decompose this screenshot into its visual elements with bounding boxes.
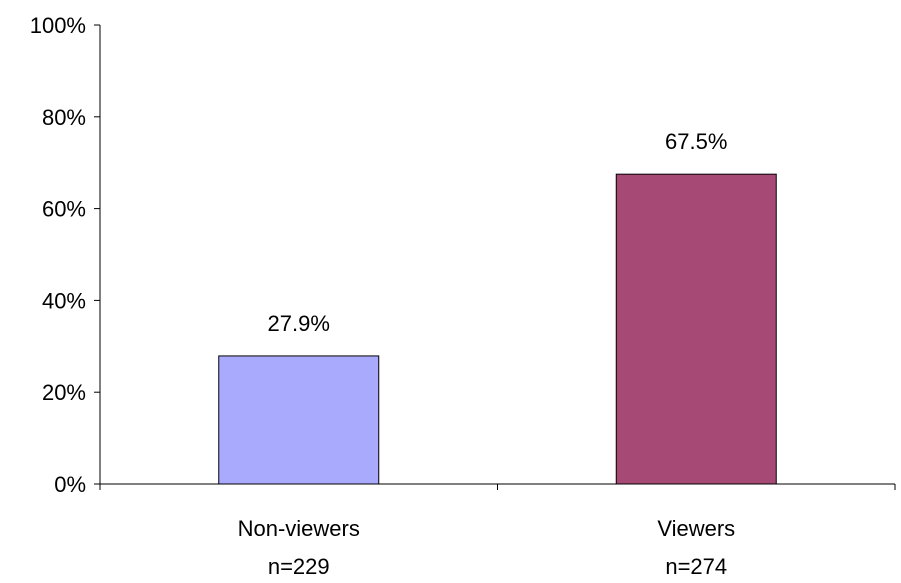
x-tick-sublabel: n=274: [665, 554, 727, 579]
data-label: 27.9%: [268, 311, 330, 336]
category-labels: Non-viewers n=229 Viewers n=274: [238, 516, 736, 579]
data-label: 67.5%: [665, 129, 727, 154]
y-tick-label: 100%: [30, 13, 86, 38]
x-tick-label: Non-viewers: [238, 516, 360, 541]
y-axis: 0% 20% 40% 60% 80% 100%: [30, 13, 101, 497]
x-tick-label: Viewers: [657, 516, 735, 541]
bar-non-viewers: [218, 355, 380, 485]
bars: [218, 173, 777, 485]
y-tick-label: 20%: [42, 380, 86, 405]
y-tick-label: 80%: [42, 105, 86, 130]
x-axis: [99, 483, 896, 490]
x-tick-sublabel: n=229: [268, 554, 330, 579]
data-labels: 27.9% 67.5%: [268, 129, 728, 336]
y-tick-label: 60%: [42, 197, 86, 222]
y-tick-label: 40%: [42, 288, 86, 313]
bar-viewers: [615, 173, 777, 485]
y-tick-label: 0%: [54, 472, 86, 497]
